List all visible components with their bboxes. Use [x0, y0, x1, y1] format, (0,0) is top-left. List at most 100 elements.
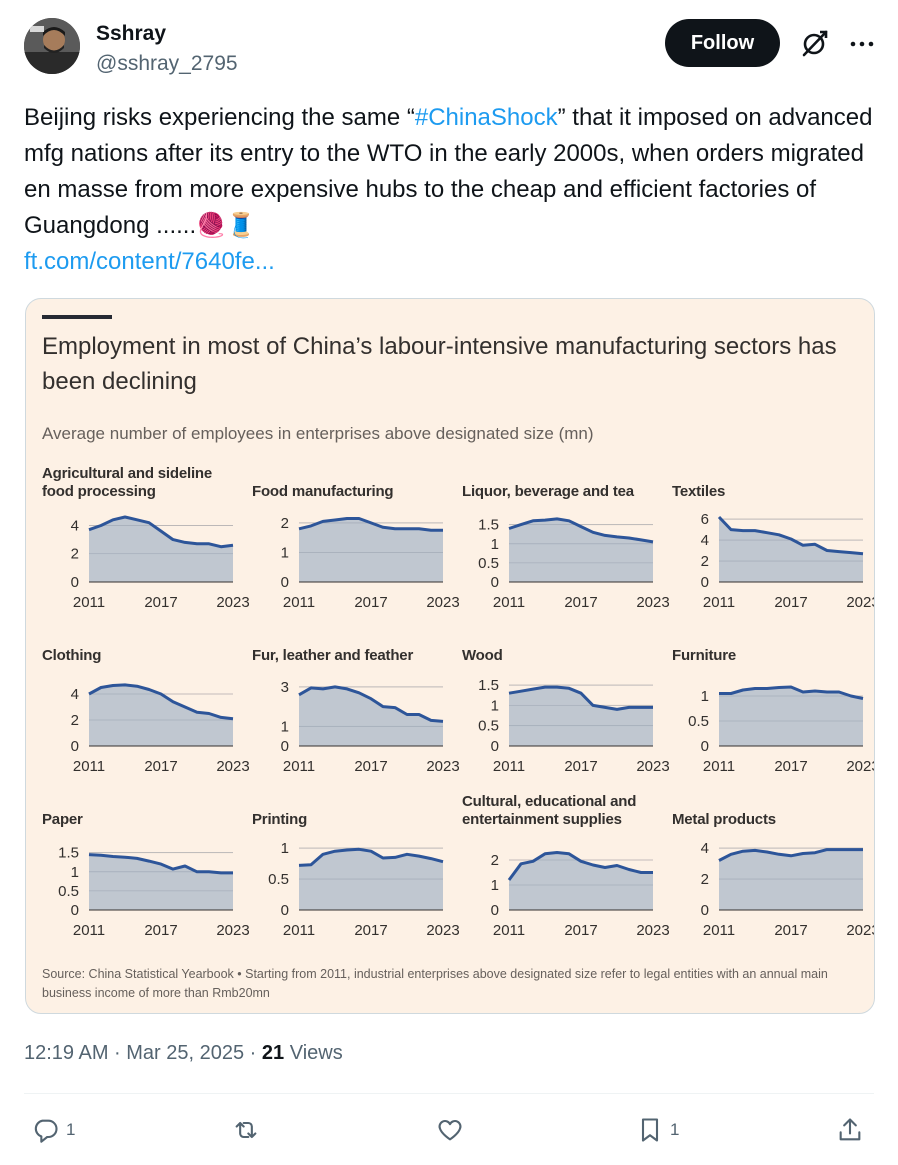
chart-panel-2: Food manufacturing 0 1 2 2011 2017 2023: [252, 469, 460, 629]
x-tick-label: 2017: [564, 758, 597, 775]
tweet-text: Beijing risks experiencing the same “#Ch…: [24, 100, 874, 280]
avatar[interactable]: [24, 18, 80, 74]
chart-panel-6: Fur, leather and feather 0 1 3 2011 2017 2023: [252, 633, 460, 793]
x-tick-label: 2023: [636, 594, 669, 611]
chart-title: Employment in most of China’s labour-int…: [42, 333, 837, 395]
x-tick-label: 2011: [283, 922, 315, 939]
y-tick-label: 2: [281, 515, 289, 532]
y-tick-label: 0: [71, 902, 79, 919]
x-tick-label: 2023: [216, 922, 249, 939]
views-label: Views: [284, 1042, 343, 1064]
panel-title: Wood: [462, 647, 503, 664]
y-tick-label: 1: [701, 688, 709, 705]
x-tick-label: 2023: [426, 758, 459, 775]
more-icon[interactable]: [848, 30, 876, 58]
series-area: [299, 518, 443, 582]
chart-panel-9: Paper 0 0.5 1 1.5 2011 2017 2023: [42, 797, 250, 957]
series-area: [719, 687, 863, 746]
bookmark-icon: [641, 1118, 659, 1142]
x-tick-label: 2017: [354, 758, 387, 775]
y-tick-label: 0.5: [688, 713, 709, 730]
chart-panel-4: Textiles 0 2 4 6 2011 2017 2023: [672, 469, 875, 629]
series-line: [298, 685, 444, 723]
series-area: [89, 684, 233, 746]
panel-title: Metal products: [672, 811, 776, 828]
chart-panel-3: Liquor, beverage and tea 0 0.5 1 1.5 2011 2017…: [462, 469, 670, 629]
panel-title: Printing: [252, 811, 308, 828]
x-tick-label: 2023: [216, 758, 249, 775]
grok-icon[interactable]: [800, 28, 830, 58]
x-tick-label: 2017: [144, 758, 177, 775]
panel-chart: 0 0.5 1 2011 2017 2023: [268, 840, 460, 939]
chart-image-card[interactable]: Employment in most of China’s labour-int…: [25, 298, 875, 1014]
y-tick-label: 1: [281, 718, 289, 735]
y-tick-label: 0: [281, 738, 289, 755]
x-tick-label: 2011: [703, 758, 735, 775]
repost-button[interactable]: [232, 1114, 266, 1146]
y-tick-label: 1: [281, 840, 289, 857]
x-tick-label: 2023: [846, 594, 875, 611]
y-tick-label: 0.5: [58, 883, 79, 900]
tweet-timestamp: 12:19 AM · Mar 25, 2025 · 21 Views: [24, 1042, 343, 1065]
article-link[interactable]: ft.com/content/7640fe...: [24, 248, 275, 275]
like-icon: [438, 1119, 462, 1141]
y-tick-label: 0.5: [478, 555, 499, 572]
x-tick-label: 2011: [703, 594, 735, 611]
x-tick-label: 2023: [216, 594, 249, 611]
y-tick-label: 1: [491, 536, 499, 553]
y-tick-label: 2: [701, 871, 709, 888]
repost-icon: [235, 1121, 257, 1139]
series-area: [299, 849, 443, 910]
y-tick-label: 0: [701, 574, 709, 591]
chart-panel-1: Agricultural and sideline food processin…: [42, 465, 250, 629]
y-tick-label: 2: [71, 712, 79, 729]
y-tick-label: 0: [701, 738, 709, 755]
y-tick-label: 1: [491, 697, 499, 714]
timestamp-time[interactable]: 12:19 AM · Mar 25, 2025 ·: [24, 1042, 262, 1064]
y-tick-label: 2: [71, 546, 79, 563]
y-tick-label: 2: [701, 553, 709, 570]
chart-panel-11: Cultural, educational and entertainment …: [462, 793, 670, 957]
y-tick-label: 6: [701, 511, 709, 528]
y-tick-label: 1.5: [478, 677, 499, 694]
x-tick-label: 2011: [493, 758, 525, 775]
y-tick-label: 0: [491, 902, 499, 919]
reply-button[interactable]: 1: [32, 1114, 75, 1146]
user-name[interactable]: Sshray: [96, 22, 167, 45]
y-tick-label: 4: [701, 532, 709, 549]
like-button[interactable]: [436, 1114, 470, 1146]
user-handle[interactable]: @sshray_2795: [96, 52, 238, 75]
action-bar: 1 1: [0, 1106, 898, 1154]
x-tick-label: 2017: [354, 594, 387, 611]
x-tick-label: 2011: [703, 922, 735, 939]
panel-title: Food manufacturing: [252, 483, 394, 500]
reply-icon: [34, 1119, 58, 1143]
x-tick-label: 2017: [354, 922, 387, 939]
y-tick-label: 0: [701, 902, 709, 919]
x-tick-label: 2011: [283, 594, 315, 611]
x-tick-label: 2023: [846, 758, 875, 775]
x-tick-label: 2017: [144, 922, 177, 939]
panel-chart: 0 2 4 2011 2017 2023: [701, 840, 874, 939]
series-area: [509, 687, 653, 746]
bookmark-button[interactable]: 1: [636, 1114, 679, 1146]
panel-chart: 0 0.5 1 1.5 2011 2017 2023: [478, 677, 670, 775]
y-tick-label: 0: [71, 738, 79, 755]
series-line: [508, 685, 653, 711]
y-tick-label: 1: [281, 544, 289, 561]
chart-panel-7: Wood 0 0.5 1 1.5 2011 2017 2023: [462, 633, 670, 793]
follow-button[interactable]: Follow: [665, 19, 780, 67]
hashtag-link[interactable]: #ChinaShock: [414, 104, 558, 131]
divider: [24, 1093, 874, 1094]
chart-panel-5: Clothing 0 2 4 2011 2017 2023: [42, 633, 250, 793]
panel-title: Liquor, beverage and tea: [462, 483, 634, 500]
x-tick-label: 2017: [774, 922, 807, 939]
panel-chart: 0 0.5 1 1.5 2011 2017 2023: [58, 845, 250, 939]
series-line: [718, 848, 863, 862]
share-button[interactable]: [836, 1114, 864, 1146]
chart-panel-8: Furniture 0 0.5 1 2011 2017 2023: [672, 633, 875, 793]
panel-chart: 0 0.5 1 1.5 2011 2017 2023: [478, 517, 670, 611]
y-tick-label: 4: [71, 517, 79, 534]
x-tick-label: 2017: [564, 922, 597, 939]
y-tick-label: 0.5: [268, 871, 289, 888]
